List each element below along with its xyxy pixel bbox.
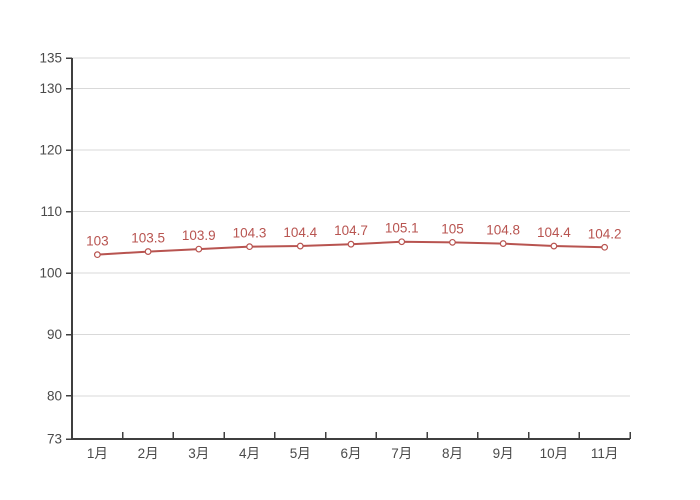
data-point-marker xyxy=(93,251,101,259)
y-axis-tick-label: 135 xyxy=(39,51,62,66)
data-point-marker xyxy=(499,240,507,247)
data-point-marker xyxy=(449,238,456,246)
data-point-marker xyxy=(195,245,203,253)
data-point-marker xyxy=(398,238,406,246)
data-point-label: 104.2 xyxy=(588,226,622,241)
x-axis-tick-label: 8月 xyxy=(442,446,463,461)
x-axis-tick-label: 4月 xyxy=(239,446,260,461)
x-axis: 1月 2月 3月 4月 5月 6月 7月 8月 9月 10月 11月 xyxy=(71,432,631,461)
data-point-label: 105.1 xyxy=(385,221,419,236)
data-point-marker xyxy=(144,248,152,255)
y-axis: 73 80 90 100 110 120 130 135 xyxy=(39,51,73,447)
x-axis-tick-label: 11月 xyxy=(591,446,619,461)
grid-lines xyxy=(72,57,630,397)
data-point-label: 103.9 xyxy=(182,228,216,243)
x-axis-tick-label: 5月 xyxy=(290,446,311,461)
x-axis-tick-label: 6月 xyxy=(340,446,361,461)
data-point-label: 104.4 xyxy=(283,225,317,240)
y-axis-tick-label: 110 xyxy=(40,204,62,219)
y-axis-tick-label: 130 xyxy=(39,81,62,96)
x-axis-tick-label: 7月 xyxy=(391,446,412,461)
data-point-marker xyxy=(550,242,558,250)
data-point-marker xyxy=(246,243,253,251)
y-axis-tick-label: 90 xyxy=(47,327,62,342)
data-point-label: 104.4 xyxy=(537,225,571,240)
data-labels: 103 103.5 103.9 104.3 104.4 104.7 105.1 105 104.… xyxy=(86,221,621,249)
data-point-label: 104.8 xyxy=(486,223,520,238)
data-point-label: 105 xyxy=(441,221,464,236)
data-point-marker xyxy=(296,242,304,250)
x-axis-tick-label: 1月 xyxy=(87,446,108,461)
data-point-label: 104.7 xyxy=(334,223,368,238)
y-axis-tick-label: 80 xyxy=(47,388,62,403)
y-axis-tick-label: 100 xyxy=(39,266,62,281)
x-axis-tick-label: 3月 xyxy=(188,446,209,461)
data-point-label: 103.5 xyxy=(131,231,165,246)
data-point-label: 103 xyxy=(86,234,109,249)
y-axis-tick-label: 120 xyxy=(39,143,62,158)
x-axis-tick-label: 9月 xyxy=(493,446,514,461)
data-point-marker xyxy=(601,243,609,251)
data-point-marker xyxy=(347,240,355,248)
x-axis-tick-label: 2月 xyxy=(138,446,159,461)
x-axis-tick-label: 10月 xyxy=(540,446,569,461)
data-point-label: 104.3 xyxy=(233,226,267,241)
data-point-markers xyxy=(93,238,609,259)
y-axis-tick-label: 73 xyxy=(47,432,62,447)
